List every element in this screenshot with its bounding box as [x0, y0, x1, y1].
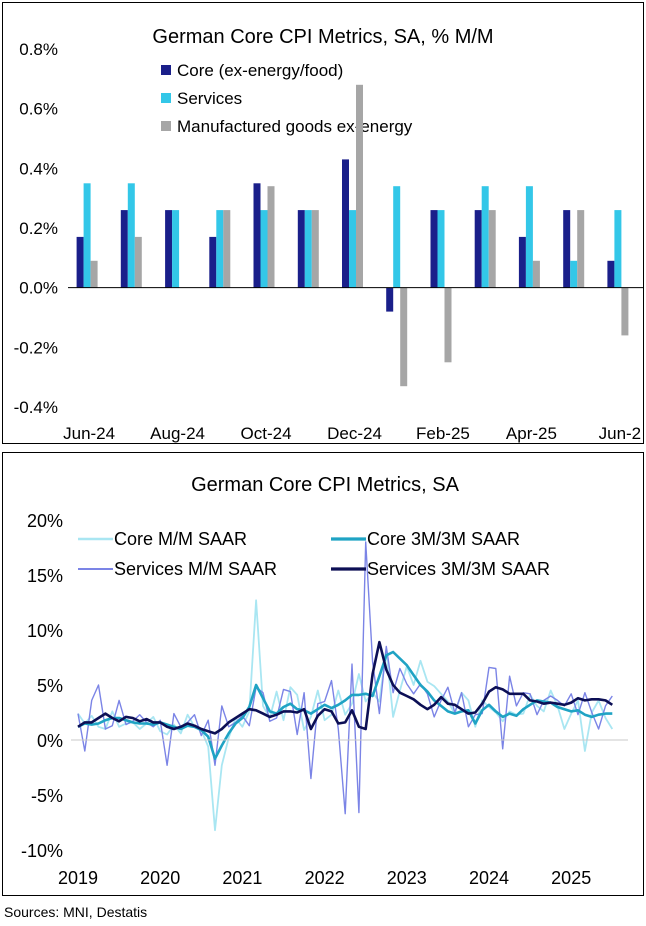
bar-services-may-25 — [570, 260, 578, 288]
x-tick-label: 2025 — [551, 868, 591, 888]
bar-manufactured-goods-ex-energy-jan-25 — [400, 287, 408, 387]
bar-chart-y-axis: 0.8% 0.6% 0.4% 0.2% 0.0% -0.2% -0.4% — [14, 40, 58, 417]
x-tick-label: Oct-24 — [241, 424, 292, 443]
x-tick-label: 2021 — [222, 868, 262, 888]
bar-core-ex-energy-food--jun-24 — [76, 236, 84, 288]
bar-services-mar-25 — [481, 186, 489, 288]
y-tick-label: -0.4% — [14, 398, 58, 417]
bar-services-jun-24 — [83, 183, 91, 288]
bar-services-aug-24 — [172, 210, 180, 288]
bar-core-ex-energy-food--jun-25 — [607, 260, 615, 288]
bar-core-ex-energy-food--jan-25 — [386, 287, 394, 312]
bar-manufactured-goods-ex-energy-jun-24 — [90, 260, 98, 288]
legend-label: Services — [177, 89, 242, 108]
bar-chart: German Core CPI Metrics, SA, % M/M Core … — [14, 26, 643, 443]
bar-core-ex-energy-food--dec-24 — [342, 159, 349, 288]
x-tick-label: 2023 — [387, 868, 427, 888]
line-chart-title: German Core CPI Metrics, SA — [191, 474, 460, 496]
legend-label: Core (ex-energy/food) — [177, 61, 343, 80]
legend-label: Manufactured goods ex-energy — [177, 117, 413, 136]
bar-core-ex-energy-food--feb-25 — [430, 210, 438, 288]
bar-manufactured-goods-ex-energy-oct-24 — [267, 186, 275, 288]
bar-services-feb-25 — [437, 210, 445, 288]
bar-chart-bars — [76, 84, 629, 387]
bar-services-sep-24 — [216, 210, 224, 288]
bar-manufactured-goods-ex-energy-may-25 — [577, 210, 585, 288]
line-chart-legend: Core M/M SAAR Core 3M/3M SAAR Services M/M… — [78, 529, 550, 579]
line-chart-series — [77, 541, 614, 832]
bar-chart-x-axis: Jun-24 Aug-24 Oct-24 Dec-24 Feb-25 Apr-25 Jun-… — [63, 424, 641, 443]
bar-chart-legend: Core (ex-energy/food) Services Manufacture… — [161, 61, 413, 136]
bar-core-ex-energy-food--sep-24 — [209, 236, 217, 288]
bar-services-jul-24 — [127, 183, 135, 288]
line-chart: German Core CPI Metrics, SA 20% 15% 10% 5% 0… — [21, 474, 628, 888]
bar-core-ex-energy-food--mar-25 — [474, 210, 482, 288]
series-line-services-3m-3m-saar — [77, 640, 614, 735]
y-tick-label: -10% — [21, 841, 63, 861]
x-tick-label: 2024 — [469, 868, 509, 888]
legend-label: Services M/M SAAR — [114, 559, 277, 579]
x-tick-label: Feb-25 — [416, 424, 470, 443]
source-note: Sources: MNI, Destatis — [4, 904, 148, 920]
bar-services-oct-24 — [260, 210, 268, 288]
y-tick-label: 20% — [27, 511, 63, 531]
x-tick-label: 2022 — [305, 868, 345, 888]
bar-core-ex-energy-food--aug-24 — [165, 210, 173, 288]
bar-chart-title: German Core CPI Metrics, SA, % M/M — [152, 26, 493, 48]
x-tick-label: Jun-24 — [63, 424, 115, 443]
series-line-core-3m-3m-saar — [77, 650, 613, 761]
bar-core-ex-energy-food--may-25 — [563, 210, 571, 288]
y-tick-label: 0.2% — [19, 219, 58, 238]
y-tick-label: 0% — [37, 731, 63, 751]
legend-swatch — [161, 93, 171, 103]
y-tick-label: 10% — [27, 621, 63, 641]
series-line-services-m-m-saar — [77, 541, 613, 815]
y-tick-label: 0.8% — [19, 40, 58, 59]
y-tick-label: 15% — [27, 566, 63, 586]
bar-core-ex-energy-food--nov-24 — [297, 210, 305, 288]
series-line-core-m-m-saar — [77, 599, 614, 832]
bar-manufactured-goods-ex-energy-nov-24 — [311, 210, 319, 288]
bar-services-jun-25 — [614, 210, 622, 288]
y-tick-label: 5% — [37, 676, 63, 696]
y-tick-label: -0.2% — [14, 338, 58, 357]
x-tick-label: Apr-25 — [506, 424, 557, 443]
bar-services-dec-24 — [349, 210, 356, 288]
x-tick-label: 2019 — [58, 868, 98, 888]
bar-chart-panel: German Core CPI Metrics, SA, % M/M Core … — [2, 2, 644, 444]
x-tick-label: 2020 — [140, 868, 180, 888]
y-tick-label: 0.0% — [19, 279, 58, 298]
line-chart-y-axis: 20% 15% 10% 5% 0% -5% -10% — [21, 511, 63, 861]
bar-manufactured-goods-ex-energy-feb-25 — [444, 287, 452, 363]
y-tick-label: -5% — [31, 786, 63, 806]
bar-manufactured-goods-ex-energy-dec-24 — [356, 84, 363, 288]
bar-manufactured-goods-ex-energy-apr-25 — [532, 260, 540, 288]
x-tick-label: Dec-24 — [327, 424, 382, 443]
bar-core-ex-energy-food--apr-25 — [518, 236, 526, 288]
bar-core-ex-energy-food--jul-24 — [120, 210, 128, 288]
legend-swatch — [161, 65, 171, 75]
bar-core-ex-energy-food--oct-24 — [253, 183, 261, 288]
y-tick-label: 0.6% — [19, 100, 58, 119]
legend-label: Core 3M/3M SAAR — [367, 529, 520, 549]
y-tick-label: 0.4% — [19, 159, 58, 178]
bar-services-nov-24 — [304, 210, 312, 288]
legend-label: Core M/M SAAR — [114, 529, 247, 549]
bar-manufactured-goods-ex-energy-sep-24 — [223, 210, 231, 288]
x-tick-label: Aug-24 — [150, 424, 205, 443]
legend-swatch — [161, 121, 171, 131]
bar-manufactured-goods-ex-energy-jun-25 — [621, 287, 629, 336]
bar-services-jan-25 — [393, 186, 401, 288]
bar-manufactured-goods-ex-energy-jul-24 — [134, 236, 142, 288]
x-tick-label: Jun-2 — [599, 424, 642, 443]
line-chart-x-axis: 2019 2020 2021 2022 2023 2024 2025 — [58, 868, 591, 888]
line-chart-panel: German Core CPI Metrics, SA 20% 15% 10% 5% 0… — [2, 452, 644, 896]
legend-label: Services 3M/3M SAAR — [367, 559, 550, 579]
bar-manufactured-goods-ex-energy-mar-25 — [488, 210, 496, 288]
bar-services-apr-25 — [525, 186, 533, 288]
